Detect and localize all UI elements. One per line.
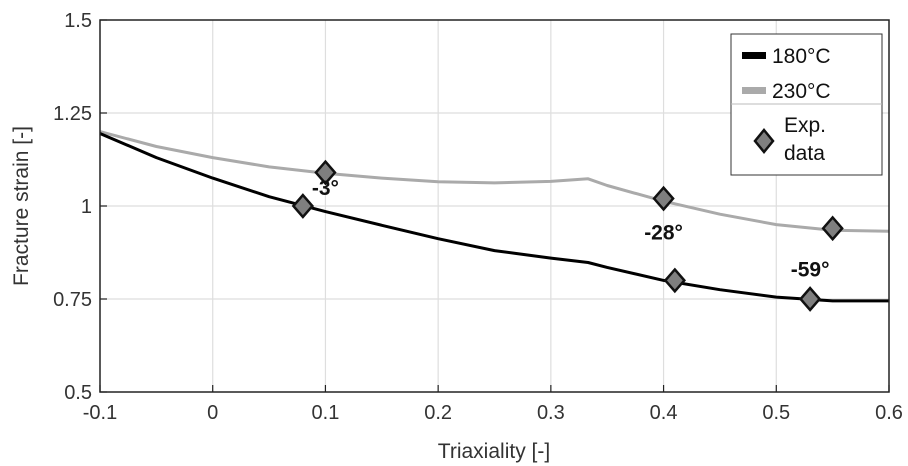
y-tick-label: 1: [81, 196, 92, 218]
curves: [99, 130, 890, 303]
y-tick-label: 0.5: [64, 382, 92, 404]
series-line-180C: [99, 132, 889, 303]
x-tick-label: 0.3: [537, 402, 565, 424]
exp-data-point: [314, 159, 337, 186]
legend-label-exp-line2: data: [784, 142, 825, 165]
experimental-markers: [291, 159, 844, 312]
exp-data-point: [798, 286, 822, 312]
x-tick-label: 0.4: [650, 402, 678, 424]
exp-data-point: [821, 215, 844, 242]
legend-label-180c: 180°C: [772, 45, 831, 68]
legend: 180°C 230°C Exp. data: [730, 33, 883, 176]
exp-data-point: [291, 193, 315, 219]
angle-annotations: -3° -28° -59°: [312, 177, 830, 282]
x-tick-label: 0.6: [875, 402, 903, 424]
y-tick-label: 1.25: [53, 103, 92, 125]
legend-label-230c: 230°C: [772, 80, 831, 103]
x-tick-label: 0.2: [424, 402, 452, 424]
x-tick-label: 0: [207, 402, 218, 424]
x-tick-label: -0.1: [83, 402, 117, 424]
angle-annotation: -28°: [644, 221, 683, 244]
x-axis-label: Triaxiality [-]: [438, 440, 550, 463]
exp-data-point: [663, 267, 686, 294]
angle-annotation: -3°: [312, 177, 339, 200]
legend-swatch-230c: [742, 87, 766, 94]
x-tick-label: 0.1: [312, 402, 340, 424]
y-tick-label: 0.75: [53, 289, 92, 311]
y-axis-label: Fracture strain [-]: [10, 126, 33, 286]
x-tick-label: 0.5: [762, 402, 790, 424]
series-line-230C: [99, 130, 890, 233]
legend-swatch-180c: [742, 52, 766, 59]
x-axis-ticks: -0.1 0 0.1 0.2 0.3 0.4 0.5 0.6: [83, 385, 903, 424]
legend-diamond-icon: [753, 128, 775, 154]
y-tick-label: 1.5: [64, 10, 92, 32]
angle-annotation: -59°: [791, 259, 830, 282]
exp-data-point: [652, 185, 675, 212]
y-axis-ticks: 0.5 0.75 1 1.25 1.5: [53, 10, 107, 404]
legend-label-exp-line1: Exp.: [784, 114, 826, 137]
